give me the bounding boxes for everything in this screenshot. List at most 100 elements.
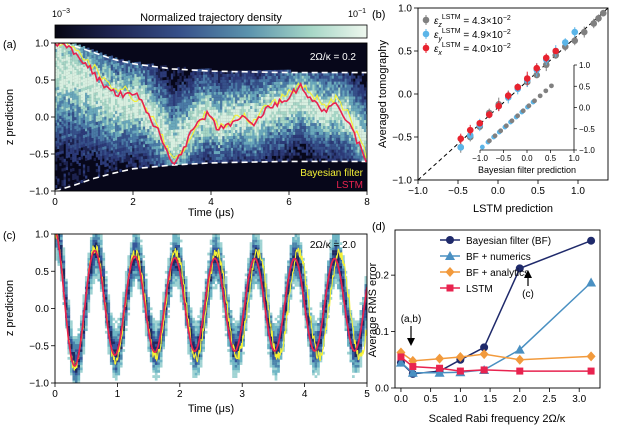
density-cell xyxy=(314,81,317,85)
density-cell xyxy=(333,78,337,82)
density-cell xyxy=(338,134,341,138)
density-cell xyxy=(271,87,274,91)
density-cell xyxy=(106,112,109,117)
density-cell xyxy=(168,106,171,110)
density-cell xyxy=(233,123,236,128)
density-cell xyxy=(284,117,287,121)
density-cell xyxy=(172,96,176,101)
density-cell xyxy=(211,85,214,90)
density-cell xyxy=(185,78,189,82)
density-cell xyxy=(228,94,232,98)
density-cell xyxy=(127,116,131,120)
density-cell xyxy=(359,122,362,127)
density-cell xyxy=(183,105,186,109)
density-cell xyxy=(320,111,324,115)
density-cell xyxy=(237,132,240,136)
density-cell xyxy=(366,93,367,97)
density-cell xyxy=(95,65,99,69)
density-cell xyxy=(282,81,285,85)
density-cell xyxy=(115,101,118,105)
density-cell xyxy=(82,63,86,67)
density-cell xyxy=(203,80,206,84)
density-cell xyxy=(79,364,83,368)
density-cell xyxy=(153,72,156,76)
density-cell xyxy=(121,91,124,95)
density-cell xyxy=(361,102,365,106)
density-cell xyxy=(248,129,251,133)
density-cell xyxy=(59,65,62,69)
density-cell xyxy=(250,76,253,80)
density-cell xyxy=(162,97,165,102)
density-cell xyxy=(267,87,270,91)
density-cell xyxy=(200,95,204,99)
density-cell xyxy=(157,104,161,108)
density-cell xyxy=(160,160,163,164)
density-cell xyxy=(76,145,79,150)
density-cell xyxy=(235,129,238,133)
density-cell xyxy=(323,131,326,135)
density-cell xyxy=(65,116,69,120)
density-cell xyxy=(95,115,99,119)
density-cell xyxy=(213,150,217,155)
density-cell xyxy=(134,76,137,81)
density-cell xyxy=(203,133,206,137)
density-cell xyxy=(55,90,58,94)
density-cell xyxy=(110,55,114,59)
density-cell xyxy=(78,53,81,57)
density-cell xyxy=(108,133,111,137)
density-cell xyxy=(303,134,307,138)
density-cell xyxy=(351,90,354,94)
density-cell xyxy=(357,78,360,82)
density-cell xyxy=(237,123,240,128)
density-cell xyxy=(132,80,135,84)
density-cell xyxy=(226,121,229,125)
density-cell xyxy=(185,111,189,115)
panel-a-xlabel: Time (μs) xyxy=(188,207,234,219)
density-cell xyxy=(100,96,103,100)
density-cell xyxy=(346,75,350,79)
density-cell xyxy=(106,77,109,81)
density-cell xyxy=(153,69,156,73)
density-cell xyxy=(104,69,107,73)
density-cell xyxy=(62,281,66,285)
density-cell xyxy=(254,88,257,92)
density-cell xyxy=(100,153,103,157)
density-cell xyxy=(329,152,332,156)
density-cell xyxy=(312,87,315,91)
density-cell xyxy=(78,139,81,143)
density-cell xyxy=(278,96,281,100)
density-cell xyxy=(164,115,167,119)
density-cell xyxy=(164,106,167,110)
density-cell xyxy=(308,72,311,76)
density-cell xyxy=(310,75,313,79)
density-cell xyxy=(67,107,71,111)
density-cell xyxy=(80,82,84,86)
density-cell xyxy=(196,71,199,76)
density-cell xyxy=(344,140,347,144)
density-cell xyxy=(147,164,150,168)
density-cell xyxy=(95,100,99,105)
density-cell xyxy=(207,124,210,128)
density-cell xyxy=(138,120,141,125)
density-cell xyxy=(335,128,339,132)
density-cell xyxy=(314,137,317,141)
density-cell xyxy=(211,148,214,152)
density-cell xyxy=(218,124,221,128)
density-cell xyxy=(351,143,354,147)
density-cell xyxy=(130,110,133,114)
density-cell xyxy=(175,102,178,106)
density-cell xyxy=(130,113,133,117)
density-cell xyxy=(95,62,99,66)
density-cell xyxy=(170,123,174,127)
density-cell xyxy=(177,105,180,109)
density-cell xyxy=(194,75,197,79)
density-cell xyxy=(127,152,131,156)
colorbar-label: Normalized trajectory density xyxy=(140,12,282,24)
density-cell xyxy=(57,63,60,67)
density-cell xyxy=(209,83,212,87)
density-cell xyxy=(168,109,171,113)
density-cell xyxy=(263,87,266,91)
density-cell xyxy=(80,100,84,104)
density-cell xyxy=(361,90,365,94)
density-cell xyxy=(331,75,335,79)
